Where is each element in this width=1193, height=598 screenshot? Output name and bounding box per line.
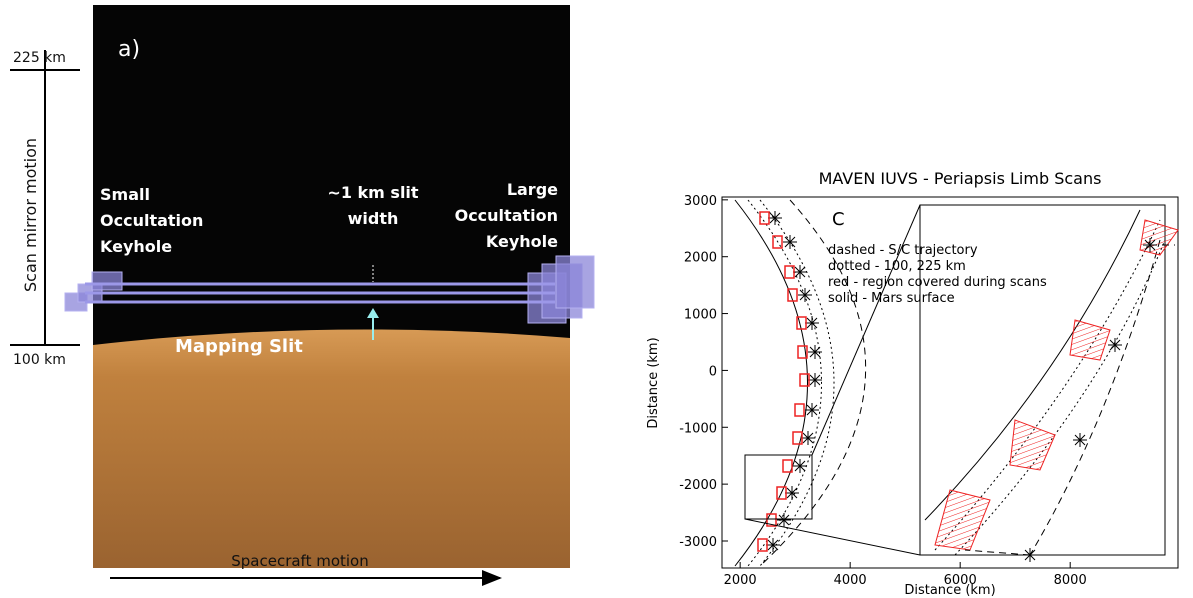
- legend-entry: red - region covered during scans: [828, 275, 1047, 290]
- small-keyhole: Small: [100, 185, 150, 204]
- horizontal-axis: Spacecraft motion: [231, 552, 369, 570]
- inset-star: [1108, 338, 1122, 352]
- scan-star: [766, 538, 780, 552]
- scan-region: [760, 212, 769, 224]
- chart-title: MAVEN IUVS - Periapsis Limb Scans: [819, 169, 1102, 188]
- scan-region: [758, 539, 767, 551]
- altitude-100: [748, 200, 822, 566]
- x-tick-label: 4000: [834, 573, 867, 588]
- small-keyhole: Keyhole: [100, 237, 172, 256]
- scan-star: [808, 373, 822, 387]
- scale-top: 225 km: [13, 50, 66, 66]
- slit-width: ~1 km slit: [327, 183, 418, 202]
- y-tick-label: -1000: [679, 421, 717, 436]
- mars-surface: [735, 200, 808, 566]
- altitude-225: [760, 200, 834, 566]
- y-tick-label: 2000: [684, 251, 717, 266]
- scan-star: [783, 235, 797, 249]
- legend-entry: solid - Mars surface: [828, 291, 955, 306]
- legend-entry: dotted - 100, 225 km: [828, 259, 966, 274]
- scan-star: [798, 288, 812, 302]
- y-tick-label: -3000: [679, 535, 717, 550]
- scale-bottom: 100 km: [13, 352, 66, 368]
- slit-width: width: [348, 209, 399, 228]
- scan-star: [808, 345, 822, 359]
- scan-star: [793, 459, 807, 473]
- y-tick-label: 0: [709, 364, 717, 379]
- mapping-slit: Mapping Slit: [175, 336, 303, 357]
- scan-star: [801, 431, 815, 445]
- inset-star: [1073, 433, 1087, 447]
- large-keyhole: Occultation: [455, 206, 558, 225]
- x-tick-label: 6000: [944, 573, 977, 588]
- legend-entry: dashed - S/C trajectory: [828, 243, 978, 258]
- right-panel: MAVEN IUVS - Periapsis Limb Scans Distanc…: [646, 169, 1178, 598]
- scan-star: [793, 265, 807, 279]
- mars-surface: [93, 329, 570, 568]
- scan-star: [777, 513, 791, 527]
- scan-region: [795, 404, 804, 416]
- vertical-axis: Scan mirror motion: [21, 138, 40, 292]
- zoom-line: [745, 519, 920, 555]
- small-keyhole: Occultation: [100, 211, 203, 230]
- scan-star: [785, 486, 799, 500]
- left-panel: a) Small Occultation Keyhole ~1 km slit widt…: [10, 5, 594, 578]
- y-tick-label: -2000: [679, 478, 717, 493]
- y-tick-label: 1000: [684, 308, 717, 323]
- scan-star: [805, 403, 819, 417]
- scan-star: [768, 211, 782, 225]
- panel-label: C: [832, 209, 845, 230]
- panel-label: a): [118, 37, 140, 62]
- large-keyhole: Large: [507, 180, 558, 199]
- y-tick-label: 3000: [684, 194, 717, 209]
- y-label: Distance (km): [646, 337, 661, 428]
- scan-star: [805, 316, 819, 330]
- figure: a) Small Occultation Keyhole ~1 km slit widt…: [0, 0, 1193, 598]
- x-tick-label: 8000: [1054, 573, 1087, 588]
- x-tick-label: 2000: [724, 573, 757, 588]
- large-keyhole: Keyhole: [486, 232, 558, 251]
